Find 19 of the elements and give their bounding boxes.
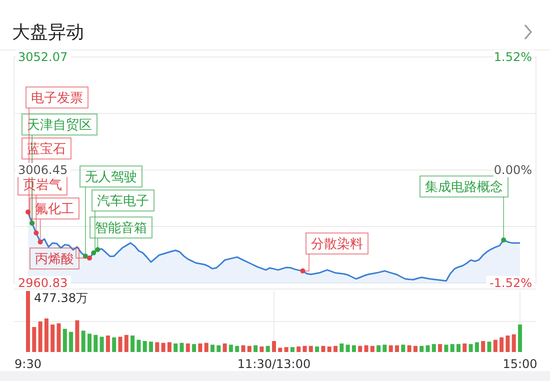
- chart-title: 大盘异动: [12, 22, 84, 43]
- data-label: 无人驾驶: [85, 170, 137, 185]
- x-tick-label: 15:00: [502, 357, 538, 371]
- y2-tick-label: 1.52%: [494, 50, 532, 64]
- data-label: 天津自贸区: [27, 118, 92, 133]
- y2-tick-label: 0.00%: [494, 163, 532, 177]
- x-tick-label: 9:30: [14, 357, 42, 371]
- annotation: 477.38万: [34, 291, 88, 305]
- y-tick-label: 3052.07: [18, 50, 68, 64]
- y-tick-label: 2960.83: [18, 276, 68, 290]
- data-label: 汽车电子: [97, 194, 149, 209]
- data-label: 智能音箱: [95, 221, 147, 236]
- data-label: 集成电路概念: [425, 180, 503, 195]
- y-tick-label: 3006.45: [18, 163, 68, 177]
- data-label: 电子发票: [31, 91, 83, 106]
- y2-tick-label: -1.52%: [490, 276, 532, 290]
- x-tick-label: 11:30/13:00: [237, 357, 311, 371]
- data-label: 丙烯酸: [35, 252, 74, 267]
- data-label: 分散染料: [311, 237, 363, 252]
